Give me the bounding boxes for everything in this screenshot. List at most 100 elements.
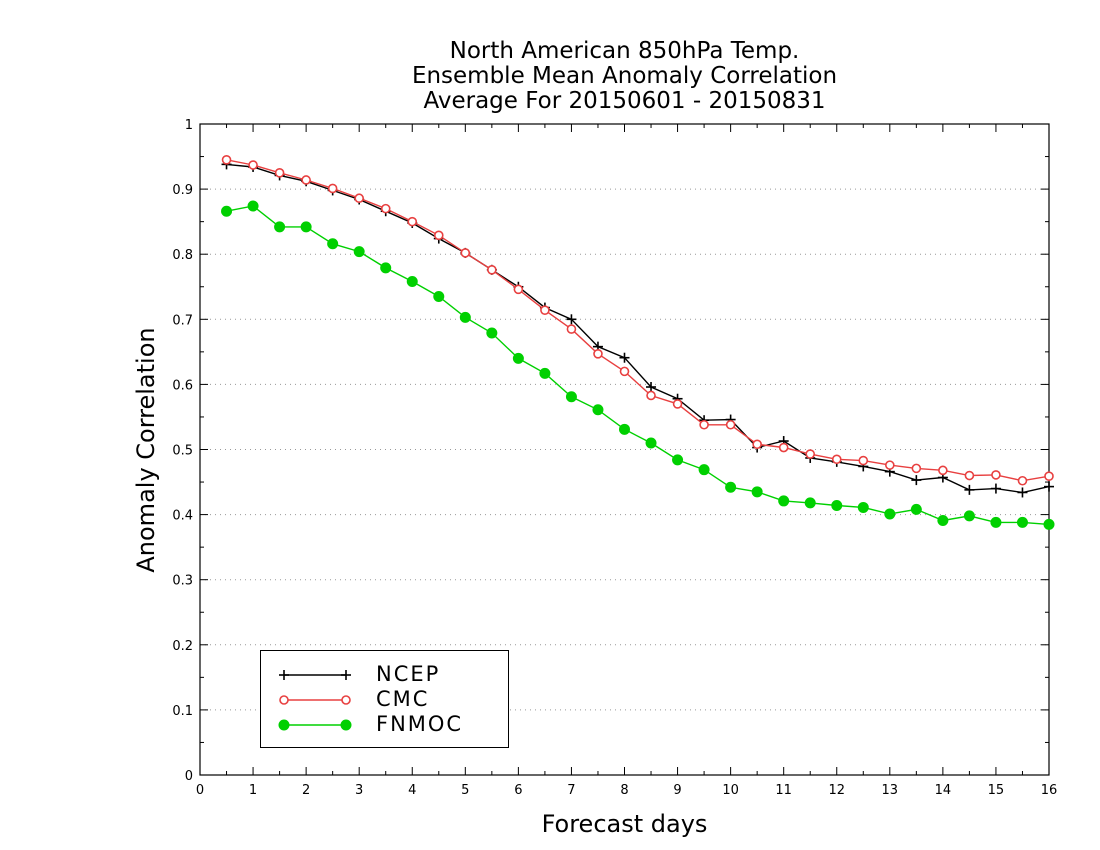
- data-point-cmc: [911, 463, 922, 474]
- x-tick-label: 8: [620, 783, 628, 798]
- data-point-ncep: [964, 484, 975, 495]
- x-tick-label: 2: [302, 783, 310, 798]
- x-tick-label: 13: [882, 783, 899, 798]
- data-point-ncep: [619, 352, 630, 363]
- data-point-fnmoc: [380, 262, 392, 274]
- data-point-ncep: [990, 483, 1001, 494]
- x-tick-label: 16: [1041, 783, 1058, 798]
- data-point-cmc: [805, 449, 816, 459]
- data-point-ncep: [911, 475, 922, 486]
- data-point-fnmoc: [778, 495, 790, 507]
- data-point-cmc: [327, 183, 338, 194]
- y-tick-label: 0.5: [172, 444, 193, 459]
- y-axis-label: Anomaly Correlation: [132, 327, 160, 573]
- legend-marker-ncep: [279, 670, 289, 680]
- data-point-fnmoc: [884, 508, 896, 520]
- data-point-ncep: [566, 314, 577, 325]
- y-tick-label: 0.9: [172, 183, 193, 198]
- data-point-fnmoc: [433, 291, 445, 303]
- data-point-fnmoc: [221, 205, 233, 217]
- y-tick-label: 0: [185, 769, 193, 784]
- data-point-cmc: [885, 460, 895, 470]
- x-tick-label: 3: [355, 783, 363, 798]
- data-point-cmc: [858, 455, 869, 466]
- data-point-fnmoc: [1043, 518, 1055, 530]
- data-point-fnmoc: [592, 404, 604, 416]
- data-point-cmc: [380, 203, 391, 214]
- data-point-cmc: [221, 155, 232, 165]
- data-point-ncep: [1017, 487, 1028, 498]
- x-tick-label: 12: [828, 783, 845, 798]
- series-group: [221, 155, 1055, 530]
- data-point-cmc: [593, 349, 603, 359]
- data-point-fnmoc: [963, 510, 975, 522]
- data-point-fnmoc: [539, 367, 551, 379]
- x-tick-label: 0: [196, 783, 204, 798]
- y-tick-label: 0.2: [172, 639, 193, 654]
- series-ncep: [221, 159, 1054, 498]
- data-point-cmc: [991, 470, 1001, 480]
- data-point-cmc: [1017, 475, 1028, 486]
- x-tick-label: 15: [988, 783, 1005, 798]
- x-tick-label: 4: [408, 783, 416, 798]
- data-point-fnmoc: [910, 503, 922, 515]
- chart-title-line-2: Ensemble Mean Anomaly Correlation: [411, 63, 838, 89]
- y-tick-label: 0.8: [172, 248, 193, 263]
- data-point-fnmoc: [937, 514, 949, 526]
- series-line-cmc: [226, 159, 1050, 482]
- x-tick-label: 6: [514, 783, 522, 798]
- legend-label-cmc: CMC: [376, 687, 430, 711]
- legend-label-ncep: NCEP: [376, 662, 441, 686]
- data-point-fnmoc: [751, 486, 763, 498]
- data-point-cmc: [566, 324, 577, 334]
- y-tick-label: 1: [185, 118, 193, 133]
- data-point-fnmoc: [459, 311, 471, 323]
- x-tick-label: 10: [722, 783, 739, 798]
- data-point-fnmoc: [327, 238, 339, 250]
- data-point-cmc: [513, 284, 524, 295]
- chart-title-line-1: North American 850hPa Temp.: [449, 38, 800, 64]
- series-cmc: [221, 155, 1054, 486]
- data-point-fnmoc: [353, 246, 365, 258]
- x-tick-label: 14: [935, 783, 952, 798]
- data-point-fnmoc: [247, 200, 259, 212]
- y-tick-label: 0.3: [172, 574, 193, 589]
- data-point-fnmoc: [565, 391, 577, 403]
- data-point-fnmoc: [486, 327, 498, 339]
- data-point-cmc: [407, 216, 418, 227]
- data-point-fnmoc: [406, 276, 418, 288]
- x-axis-label: Forecast days: [541, 810, 708, 838]
- data-point-fnmoc: [804, 497, 816, 509]
- legend-label-fnmoc: FNMOC: [376, 712, 464, 736]
- data-point-fnmoc: [274, 221, 286, 233]
- data-point-fnmoc: [672, 454, 684, 466]
- y-tick-label: 0.1: [172, 704, 193, 719]
- data-point-fnmoc: [725, 481, 737, 493]
- y-tick-label: 0.6: [172, 378, 193, 393]
- data-point-cmc: [354, 193, 364, 204]
- legend-marker-cmc: [279, 695, 289, 705]
- data-point-cmc: [248, 160, 258, 170]
- data-point-cmc: [274, 168, 285, 178]
- legend-marker-fnmoc: [340, 719, 352, 731]
- legend: NCEP CMC FNMOC: [260, 650, 509, 748]
- x-tick-label: 5: [461, 783, 469, 798]
- data-point-fnmoc: [300, 221, 312, 233]
- data-point-cmc: [487, 265, 497, 275]
- series-line-ncep: [226, 163, 1050, 494]
- axes: 00.10.20.30.40.50.60.70.80.910 1 2 3 4 5 6 7 8 9 1…: [172, 118, 1057, 798]
- legend-marker-cmc: [341, 695, 351, 705]
- data-point-cmc: [433, 230, 444, 241]
- series-fnmoc: [221, 200, 1055, 530]
- data-point-fnmoc: [512, 352, 524, 364]
- data-point-fnmoc: [645, 437, 657, 449]
- x-tick-label: 1: [249, 783, 257, 798]
- y-tick-label: 0.7: [172, 313, 193, 328]
- chart-title-line-3: Average For 20150601 - 20150831: [423, 88, 826, 114]
- data-point-cmc: [725, 419, 736, 430]
- data-point-cmc: [301, 175, 311, 185]
- data-point-cmc: [699, 419, 709, 430]
- legend-marker-fnmoc: [278, 719, 290, 731]
- legend-marker-ncep: [341, 670, 351, 680]
